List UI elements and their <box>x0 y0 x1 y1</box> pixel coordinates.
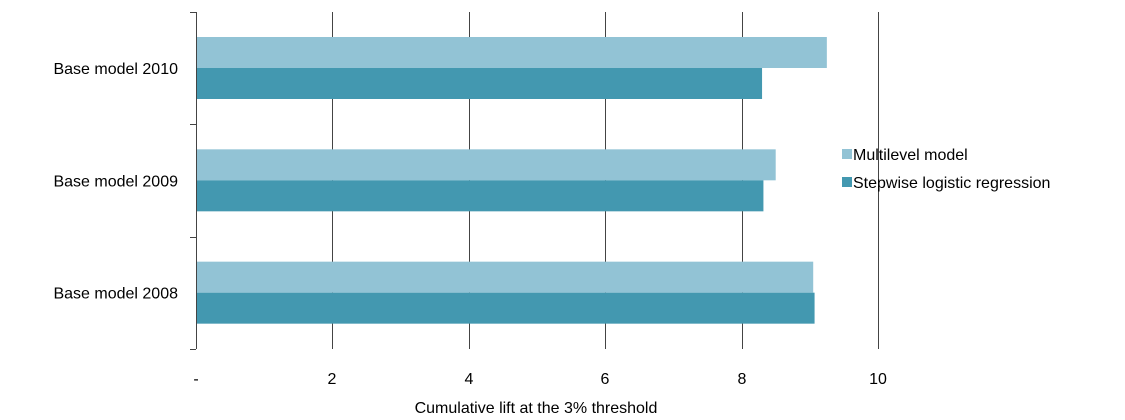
bar-stepwise <box>197 68 763 99</box>
axes <box>190 12 197 350</box>
category-labels: Base model 2010 Base model 2009 Base model… <box>53 61 178 303</box>
x-tick-labels: - 2 4 6 8 10 <box>193 371 887 388</box>
category-label: Base model 2010 <box>53 61 178 78</box>
bar-stepwise <box>197 180 764 212</box>
x-tick-label: 4 <box>465 371 474 388</box>
legend-label: Multilevel model <box>853 147 968 164</box>
legend: Multilevel model Stepwise logistic regres… <box>842 147 1050 192</box>
legend-swatch <box>842 177 852 187</box>
bars <box>197 37 827 324</box>
category-label: Base model 2008 <box>53 286 178 303</box>
bar-stepwise <box>197 292 815 324</box>
bar-multilevel <box>197 261 814 293</box>
legend-swatch <box>842 149 852 159</box>
bar-multilevel <box>197 149 776 181</box>
x-tick-label: 2 <box>328 371 337 388</box>
category-label: Base model 2009 <box>53 173 178 190</box>
x-axis-title: Cumulative lift at the 3% threshold <box>415 400 658 417</box>
x-tick-label: - <box>193 371 198 388</box>
legend-label: Stepwise logistic regression <box>853 175 1050 192</box>
x-tick-label: 6 <box>601 371 610 388</box>
x-tick-label: 10 <box>869 371 887 388</box>
x-tick-label: 8 <box>738 371 747 388</box>
bar-multilevel <box>197 37 827 68</box>
